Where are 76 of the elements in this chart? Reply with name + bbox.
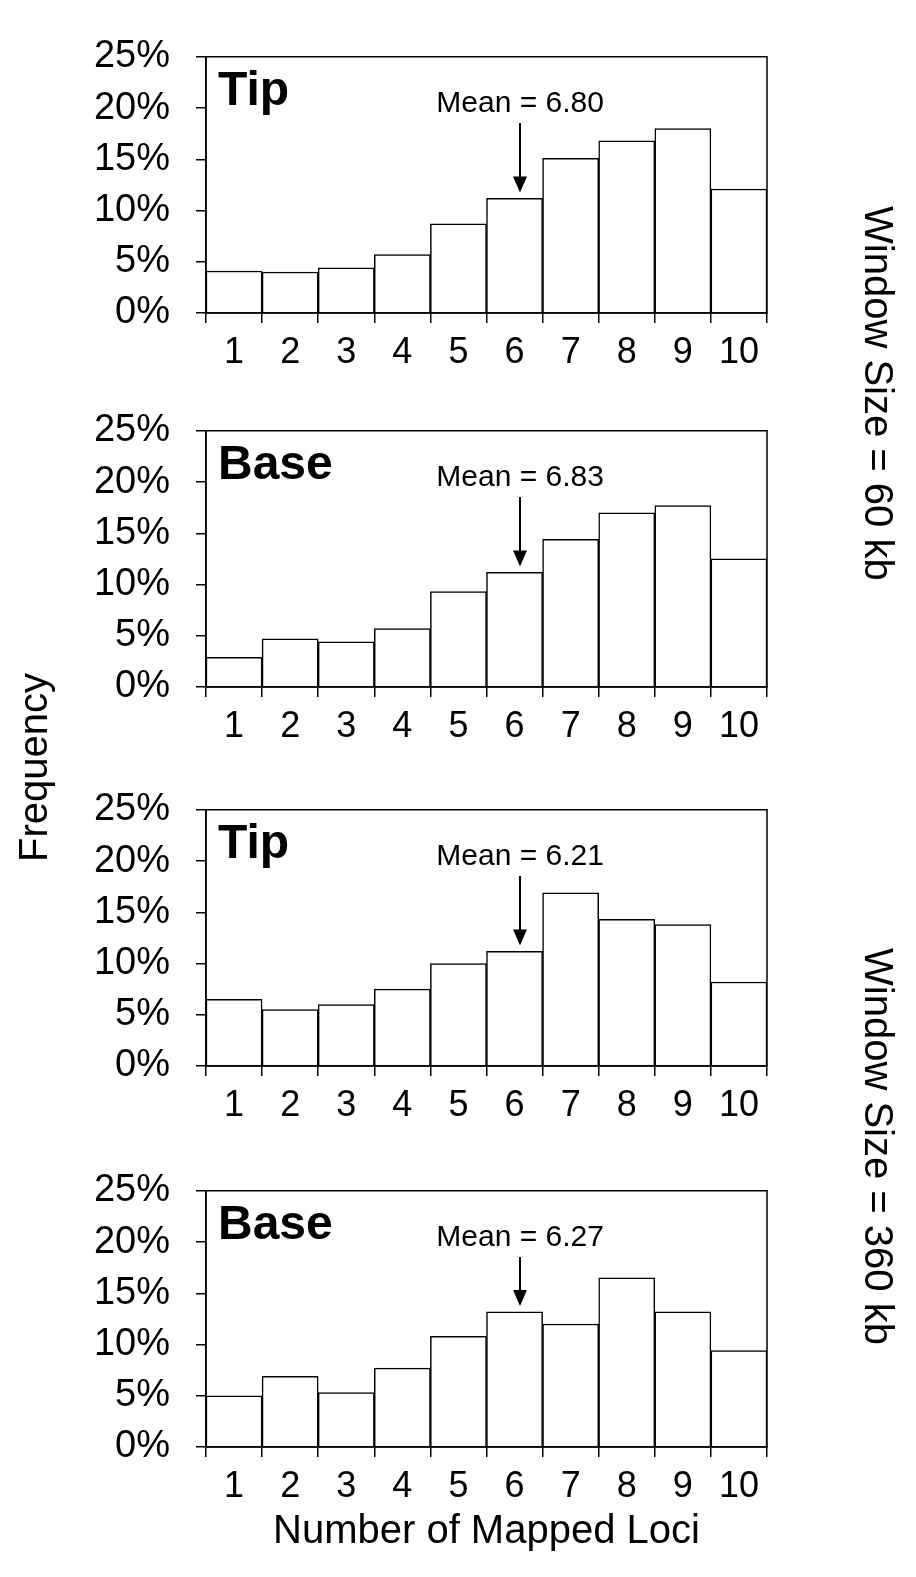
- y-tick-label: 5%: [115, 991, 170, 1034]
- y-tick-label: 20%: [93, 84, 170, 127]
- chart-title: Tip: [218, 814, 290, 868]
- annotation: Mean = 6.21: [436, 838, 604, 872]
- x-tick-label: 6: [504, 1082, 525, 1124]
- x-tick-label: 6: [504, 329, 525, 371]
- x-tick-label: 1: [224, 1463, 245, 1505]
- x-tick-label: 7: [560, 1082, 581, 1124]
- y-tick-label: 25%: [93, 1167, 170, 1210]
- annotation: Mean = 6.80: [436, 85, 604, 119]
- y-tick-label: 10%: [93, 187, 170, 229]
- x-tick-label: 3: [336, 1082, 357, 1124]
- x-tick-label: 10: [718, 1463, 759, 1505]
- x-tick-label: 6: [504, 1463, 525, 1505]
- y-tick-label: 15%: [93, 509, 170, 552]
- y-tick-label: 20%: [93, 458, 170, 501]
- chart-title: Base: [218, 1195, 333, 1249]
- y-tick-label: 0%: [115, 1042, 170, 1085]
- y-tick-label: 15%: [93, 1269, 170, 1312]
- y-tick-label: 10%: [93, 1321, 170, 1363]
- y-tick-label: 15%: [93, 888, 170, 931]
- x-tick-label: 4: [392, 1463, 413, 1505]
- x-tick-label: 5: [448, 329, 469, 371]
- y-tick-label: 25%: [93, 786, 170, 829]
- y-tick-label: 15%: [93, 135, 170, 178]
- x-tick-label: 4: [392, 703, 413, 745]
- x-tick-label: 9: [672, 703, 693, 745]
- x-tick-label: 8: [616, 1463, 637, 1505]
- x-tick-label: 9: [672, 329, 693, 371]
- y-tick-label: 5%: [115, 238, 170, 281]
- x-tick-label: 8: [616, 703, 637, 745]
- x-tick-label: 10: [718, 703, 759, 745]
- y-tick-label: 25%: [93, 407, 170, 450]
- x-tick-label: 3: [336, 1463, 357, 1505]
- y-tick-label: 5%: [115, 1372, 170, 1415]
- y-tick-label: 0%: [115, 1423, 170, 1466]
- x-tick-label: 2: [280, 703, 301, 745]
- x-tick-label: 3: [336, 329, 357, 371]
- x-tick-label: 10: [718, 1082, 759, 1124]
- x-tick-label: 2: [280, 1082, 301, 1124]
- x-tick-label: 4: [392, 1082, 413, 1124]
- x-tick-label: 8: [616, 1082, 637, 1124]
- y-tick-label: 10%: [93, 561, 170, 603]
- annotation: Mean = 6.27: [436, 1219, 604, 1253]
- text: Window Size = 60 kb: [855, 205, 901, 581]
- y-tick-label: 25%: [93, 33, 170, 76]
- x-tick-label: 2: [280, 1463, 301, 1505]
- x-tick-label: 5: [448, 1463, 469, 1505]
- y-tick-label: 20%: [93, 1218, 170, 1261]
- y-tick-label: 0%: [115, 663, 170, 706]
- x-tick-label: 1: [224, 329, 245, 371]
- x-tick-label: 6: [504, 703, 525, 745]
- x-tick-label: 7: [560, 703, 581, 745]
- x-tick-label: 5: [448, 1082, 469, 1124]
- x-tick-label: 5: [448, 703, 469, 745]
- x-tick-label: 3: [336, 703, 357, 745]
- y-tick-label: 10%: [93, 940, 170, 982]
- y-tick-label: 5%: [115, 612, 170, 655]
- x-tick-label: 9: [672, 1082, 693, 1124]
- chart-title: Base: [218, 435, 333, 489]
- x-tick-label: 2: [280, 329, 301, 371]
- x-tick-label: 7: [560, 1463, 581, 1505]
- x-tick-label: 10: [718, 329, 759, 371]
- x-tick-label: 9: [672, 1463, 693, 1505]
- x-tick-label: 7: [560, 329, 581, 371]
- chart-title: Tip: [218, 61, 290, 115]
- y-tick-label: 0%: [115, 289, 170, 332]
- x-tick-label: 1: [224, 1082, 245, 1124]
- text: Window Size = 360 kb: [855, 947, 901, 1345]
- x-tick-label: 1: [224, 703, 245, 745]
- x-axis-title: Number of Mapped Loci: [273, 1507, 700, 1552]
- annotation: Mean = 6.83: [436, 459, 604, 493]
- x-tick-label: 8: [616, 329, 637, 371]
- x-tick-label: 4: [392, 329, 413, 371]
- y-axis-title: Frequency: [10, 672, 56, 862]
- y-tick-label: 20%: [93, 837, 170, 880]
